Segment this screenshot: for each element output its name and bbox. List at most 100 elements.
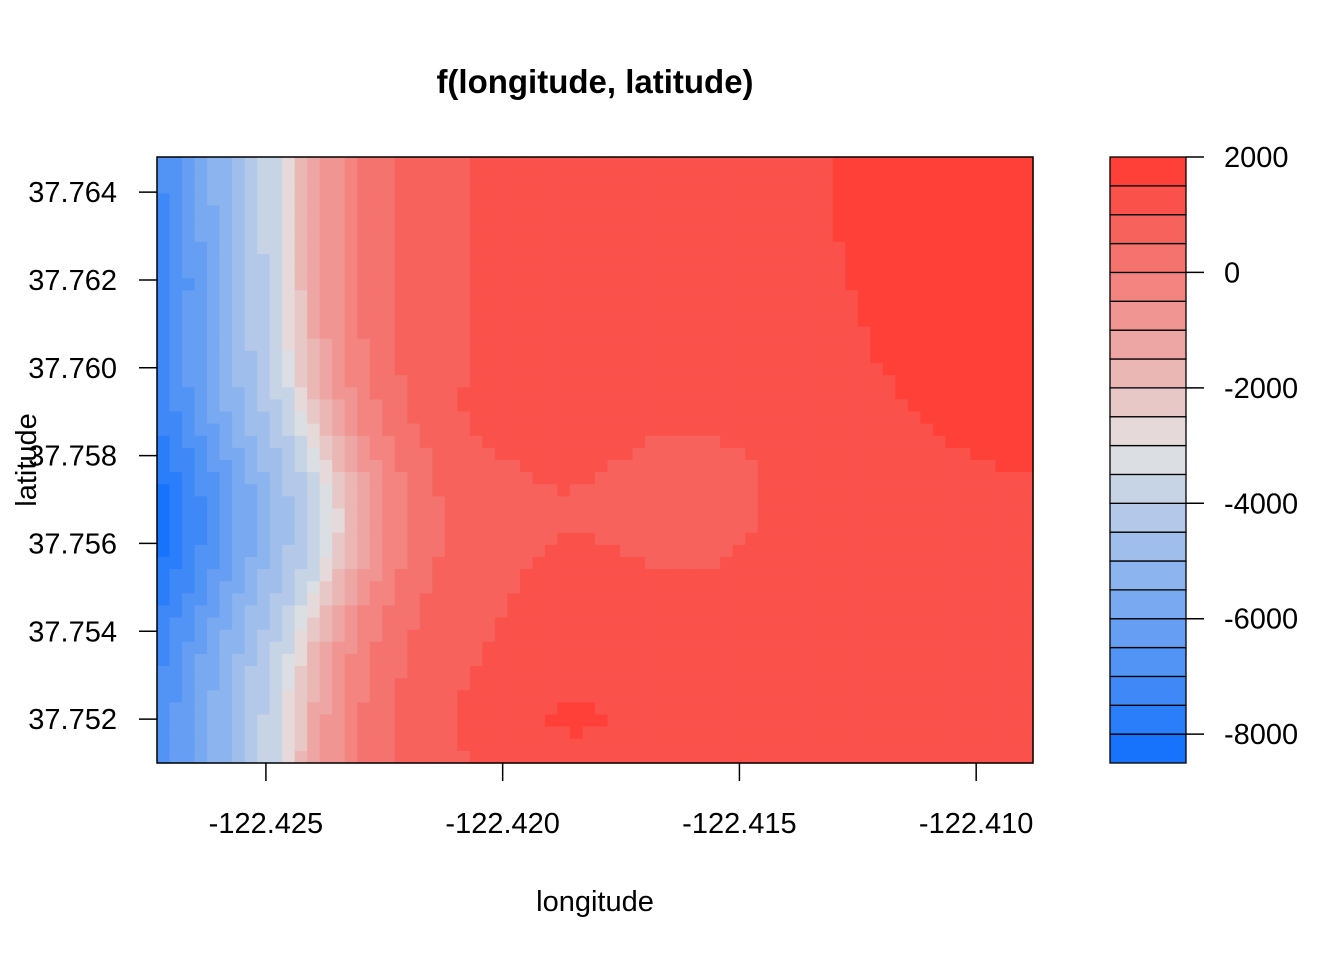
heatmap-cell (945, 666, 959, 679)
heatmap-cell (582, 241, 596, 255)
heatmap-cell (157, 544, 171, 558)
heatmap-cell (382, 617, 396, 631)
heatmap-cell (1007, 229, 1022, 243)
heatmap-cell (544, 472, 559, 485)
heatmap-cell (632, 314, 646, 328)
heatmap-cell (857, 569, 871, 582)
heatmap-cell (932, 387, 946, 400)
heatmap-cell (982, 169, 997, 182)
heatmap-cell (332, 314, 346, 328)
heatmap-cell (645, 702, 659, 716)
heatmap-cell (807, 472, 821, 485)
heatmap-cell (344, 217, 358, 231)
heatmap-cell (444, 460, 458, 473)
heatmap-cell (845, 241, 859, 255)
heatmap-cell (369, 605, 383, 619)
heatmap-cell (607, 217, 621, 231)
heatmap-cell (532, 460, 546, 473)
heatmap-cell (344, 241, 358, 255)
heatmap-cell (507, 472, 521, 485)
heatmap-cell (682, 750, 696, 764)
heatmap-cell (519, 460, 534, 473)
heatmap-cell (707, 738, 721, 752)
heatmap-cell (895, 387, 909, 400)
heatmap-cell (757, 253, 771, 267)
heatmap-cell (269, 629, 283, 643)
heatmap-cell (394, 520, 408, 534)
heatmap-cell (907, 411, 921, 425)
heatmap-cell (682, 460, 696, 473)
heatmap-cell (157, 411, 171, 425)
heatmap-cell (394, 290, 408, 304)
heatmap-cell (282, 641, 296, 655)
heatmap-cell (832, 460, 846, 473)
heatmap-cell (995, 484, 1009, 497)
heatmap-cell (957, 569, 972, 582)
heatmap-cell (820, 726, 834, 740)
heatmap-cell (682, 605, 696, 619)
heatmap-cell (457, 460, 471, 473)
heatmap-cell (870, 290, 884, 304)
heatmap-cell (957, 363, 972, 376)
heatmap-cell (182, 593, 196, 607)
heatmap-cell (907, 581, 921, 594)
heatmap-cell (182, 157, 196, 170)
heatmap-cell (895, 581, 909, 594)
heatmap-cell (932, 205, 946, 219)
heatmap-cell (232, 363, 246, 376)
heatmap-cell (820, 750, 834, 764)
heatmap-cell (532, 447, 546, 461)
heatmap-cell (569, 302, 584, 316)
heatmap-cell (544, 653, 559, 667)
heatmap-cell (544, 399, 559, 413)
heatmap-cell (232, 375, 246, 388)
heatmap-cell (257, 738, 271, 752)
heatmap-cell (544, 302, 559, 316)
heatmap-cell (269, 750, 283, 764)
colorbar-tick-label: 0 (1224, 257, 1240, 289)
heatmap-cell (482, 217, 496, 231)
heatmap-cell (707, 520, 721, 534)
heatmap-cell (770, 447, 784, 461)
heatmap-cell (419, 702, 433, 716)
heatmap-cell (820, 181, 834, 194)
heatmap-cell (494, 532, 508, 546)
heatmap-cell (957, 217, 972, 231)
heatmap-cell (682, 508, 696, 522)
heatmap-cell (182, 484, 196, 497)
heatmap-cell (982, 532, 997, 546)
heatmap-cell (870, 508, 884, 522)
heatmap-cell (482, 326, 496, 340)
heatmap-cell (770, 181, 784, 194)
heatmap-cell (945, 241, 959, 255)
heatmap-cell (269, 556, 283, 570)
heatmap-cell (507, 363, 521, 376)
heatmap-cell (982, 205, 997, 219)
heatmap-cell (957, 532, 972, 546)
heatmap-cell (457, 375, 471, 388)
heatmap-cell (457, 472, 471, 485)
heatmap-cell (757, 435, 771, 449)
heatmap-cell (357, 581, 371, 594)
heatmap-cell (444, 532, 458, 546)
heatmap-cell (982, 423, 997, 437)
heatmap-cell (620, 435, 634, 449)
heatmap-cell (957, 375, 972, 388)
heatmap-cell (632, 581, 646, 594)
heatmap-cell (182, 678, 196, 691)
heatmap-cell (419, 375, 433, 388)
heatmap-cell (782, 629, 796, 643)
heatmap-cell (707, 387, 721, 400)
heatmap-cell (532, 629, 546, 643)
heatmap-cell (895, 193, 909, 207)
heatmap-cell (957, 253, 972, 267)
heatmap-cell (494, 447, 508, 461)
heatmap-cell (194, 702, 208, 716)
heatmap-cell (895, 569, 909, 582)
heatmap-cell (845, 217, 859, 231)
heatmap-cell (907, 302, 921, 316)
heatmap-cell (982, 266, 997, 279)
heatmap-cell (344, 375, 358, 388)
heatmap-cell (532, 217, 546, 231)
heatmap-cell (344, 314, 358, 328)
